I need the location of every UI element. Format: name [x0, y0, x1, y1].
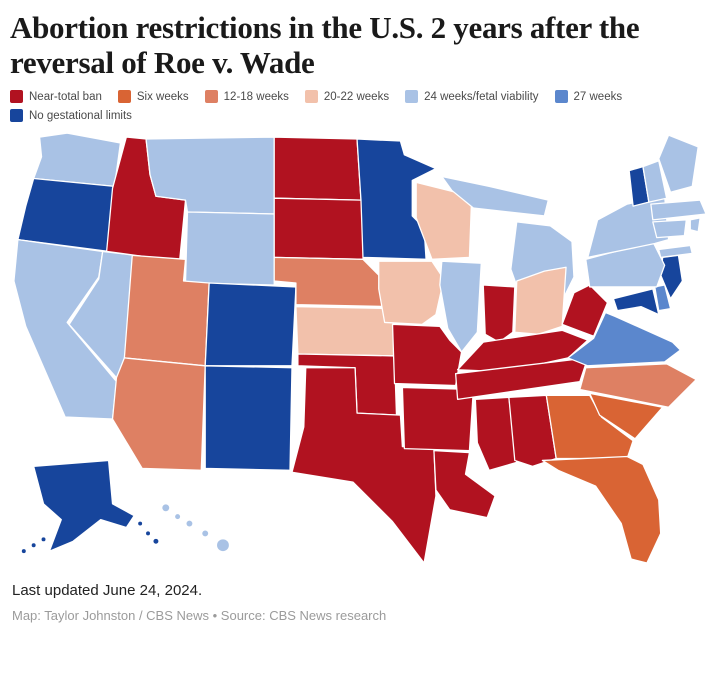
legend-label-near_total_ban: Near-total ban: [29, 90, 102, 103]
state-la: [433, 449, 496, 519]
state-va: [567, 311, 682, 367]
state-ma: [650, 199, 707, 221]
state-mi: [441, 175, 549, 217]
state-hi-island-5: [217, 539, 229, 552]
state-ri: [689, 217, 701, 233]
page-title: Abortion restrictions in the U.S. 2 year…: [10, 10, 640, 81]
legend-swatch-icon-27_weeks: [554, 90, 568, 104]
state-oh: [514, 266, 567, 335]
state-ar: [401, 386, 475, 452]
legend-label-27_weeks: 27 weeks: [573, 90, 623, 103]
legend-item-six_weeks: Six weeks: [117, 90, 189, 104]
state-ct: [652, 219, 687, 239]
state-ak-island-5: [146, 531, 150, 536]
state-wy: [184, 211, 275, 286]
state-nh: [642, 160, 668, 203]
state-sc: [589, 392, 664, 440]
cbs-abortion-map-graphic: Abortion restrictions in the U.S. 2 year…: [10, 10, 710, 624]
us-map: [10, 128, 710, 576]
legend-label-24_weeks_fetal_viability: 24 weeks/fetal viability: [424, 90, 539, 103]
state-co: [204, 282, 297, 367]
legend-swatch-icon-near_total_ban: [10, 90, 23, 104]
state-ga: [545, 394, 634, 460]
state-ak: [33, 459, 135, 552]
state-de: [654, 284, 672, 312]
state-me: [658, 134, 699, 193]
state-md: [612, 288, 660, 316]
state-tn: [454, 357, 589, 400]
state-mn: [356, 138, 437, 260]
legend-item-20_22_weeks: 20-22 weeks: [304, 90, 390, 104]
state-hi-island-2: [175, 514, 181, 520]
state-hi-island-1: [162, 504, 170, 512]
state-sd: [273, 197, 368, 260]
legend-swatch-icon-20_22_weeks: [304, 90, 318, 104]
state-in: [482, 284, 516, 343]
credit-source-text: Map: Taylor Johnston / CBS News • Source…: [12, 608, 387, 624]
state-ak-island-1: [21, 549, 26, 554]
last-updated-text: Last updated June 24, 2024.: [12, 582, 203, 600]
state-nd: [273, 136, 362, 201]
us-map-svg: [13, 132, 707, 564]
legend-label-12_18_weeks: 12-18 weeks: [223, 90, 289, 103]
legend-item-no_gestational_limits: No gestational limits: [10, 109, 132, 123]
state-hi-island-4: [202, 530, 209, 537]
state-hi-island-3: [186, 520, 193, 527]
state-il: [439, 260, 482, 353]
state-ak-island-4: [138, 521, 143, 526]
state-ny-part2: [658, 244, 693, 259]
legend-label-no_gestational_limits: No gestational limits: [29, 109, 132, 122]
state-az: [111, 357, 206, 471]
state-ak-island-6: [153, 538, 159, 544]
state-ak-island-3: [41, 537, 46, 542]
state-ak-island-2: [31, 543, 36, 548]
state-wv: [561, 284, 609, 337]
state-ia: [378, 260, 445, 326]
state-or: [17, 177, 116, 253]
legend-item-27_weeks: 27 weeks: [554, 90, 623, 104]
state-fl: [541, 455, 662, 564]
legend-label-six_weeks: Six weeks: [136, 90, 189, 103]
state-ks: [295, 306, 396, 357]
state-tx: [291, 367, 437, 564]
legend-swatch-icon-24_weeks_fetal_viability: [405, 90, 419, 104]
legend-item-24_weeks_fetal_viability: 24 weeks/fetal viability: [405, 90, 539, 104]
legend-item-12_18_weeks: 12-18 weeks: [204, 90, 289, 104]
legend-swatch-icon-12_18_weeks: [204, 90, 218, 104]
legend-swatch-icon-no_gestational_limits: [10, 109, 23, 123]
state-ms: [474, 396, 518, 471]
legend-swatch-icon-six_weeks: [117, 90, 131, 104]
legend: Near-total ban Six weeks 12-18 weeks 20-22 …: [10, 90, 710, 123]
state-wa: [33, 132, 122, 188]
state-nc: [579, 363, 697, 408]
state-nm: [204, 365, 293, 471]
legend-item-near_total_ban: Near-total ban: [10, 90, 102, 104]
legend-label-20_22_weeks: 20-22 weeks: [323, 90, 390, 103]
